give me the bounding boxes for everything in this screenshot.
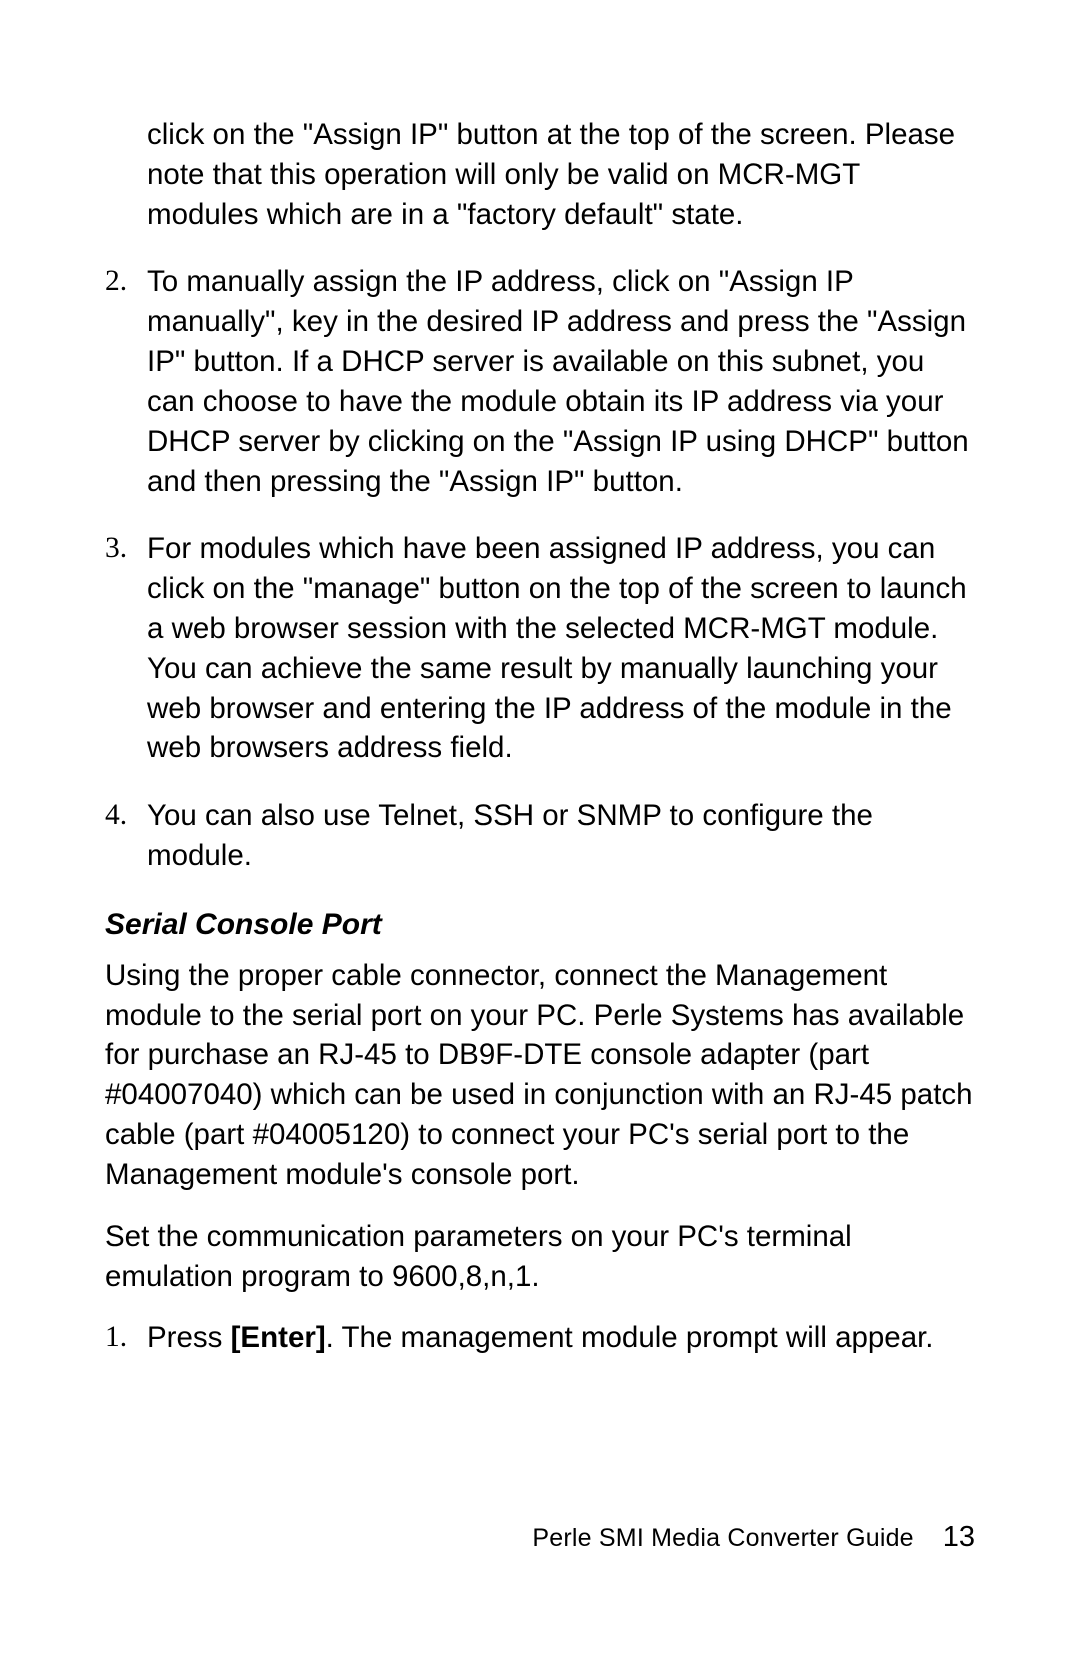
footer-page-number: 13 <box>943 1521 975 1553</box>
page-footer: Perle SMI Media Converter Guide 13 <box>532 1521 975 1554</box>
list-number: 4. <box>105 796 147 876</box>
list-number: 3. <box>105 529 147 768</box>
list-text: To manually assign the IP address, click… <box>147 262 975 501</box>
ordered-list-item: 1. Press [Enter]. The management module … <box>105 1318 975 1358</box>
list-text-post: . The management module prompt will appe… <box>326 1321 934 1354</box>
ordered-list-item: 4. You can also use Telnet, SSH or SNMP … <box>105 796 975 876</box>
list-continuation-text: click on the "Assign IP" button at the t… <box>147 115 975 234</box>
body-paragraph: Set the communication parameters on your… <box>105 1217 975 1297</box>
body-paragraph: Using the proper cable connector, connec… <box>105 956 975 1195</box>
section-heading: Serial Console Port <box>105 908 975 942</box>
list-number: 1. <box>105 1318 147 1358</box>
list-text-bold: [Enter] <box>231 1321 326 1354</box>
list-text: For modules which have been assigned IP … <box>147 529 975 768</box>
list-number: 2. <box>105 262 147 501</box>
footer-title: Perle SMI Media Converter Guide <box>532 1524 913 1552</box>
list-text: You can also use Telnet, SSH or SNMP to … <box>147 796 975 876</box>
ordered-list-item: 2. To manually assign the IP address, cl… <box>105 262 975 501</box>
ordered-list-item: 3. For modules which have been assigned … <box>105 529 975 768</box>
list-text-pre: Press <box>147 1321 231 1354</box>
list-text: Press [Enter]. The management module pro… <box>147 1318 975 1358</box>
